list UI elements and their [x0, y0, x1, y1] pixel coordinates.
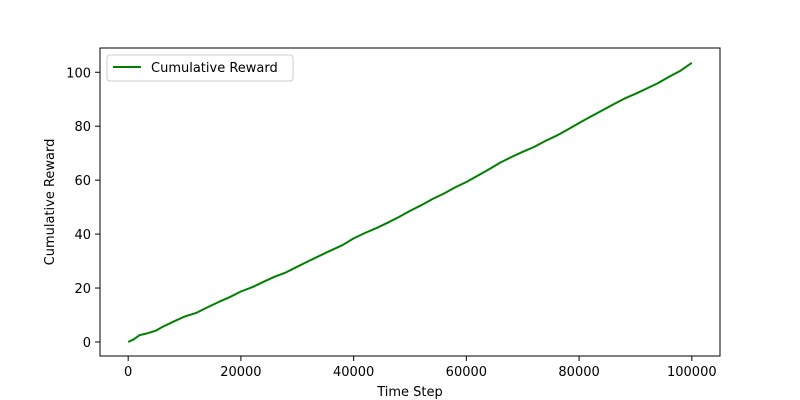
legend-entry-label: Cumulative Reward — [151, 61, 278, 76]
plot-frame — [99, 47, 721, 357]
y-tick-label: 0 — [83, 336, 91, 351]
series-layer — [127, 61, 693, 343]
legend: Cumulative Reward — [106, 54, 294, 82]
y-tick-label: 100 — [66, 66, 91, 81]
x-tick-label: 60000 — [446, 365, 487, 380]
y-axis-label: Cumulative Reward — [43, 139, 58, 266]
x-tick-label: 40000 — [333, 365, 374, 380]
x-tick-label: 80000 — [558, 365, 599, 380]
x-tick-label: 0 — [124, 365, 132, 380]
x-axis-ticks: 0 20000 40000 60000 80000 100000 — [124, 356, 717, 380]
y-tick-label: 20 — [74, 282, 91, 297]
x-tick-label: 20000 — [220, 365, 261, 380]
legend-box — [106, 54, 294, 82]
y-tick-label: 80 — [74, 120, 91, 135]
y-tick-label: 60 — [74, 174, 91, 189]
x-axis-label: Time Step — [376, 385, 443, 400]
x-tick-label: 100000 — [667, 365, 717, 380]
plot-area — [100, 48, 720, 356]
series-line-0 — [127, 61, 693, 343]
y-tick-label: 40 — [74, 228, 91, 243]
y-axis-ticks: 0 20 40 60 80 100 — [66, 66, 100, 351]
